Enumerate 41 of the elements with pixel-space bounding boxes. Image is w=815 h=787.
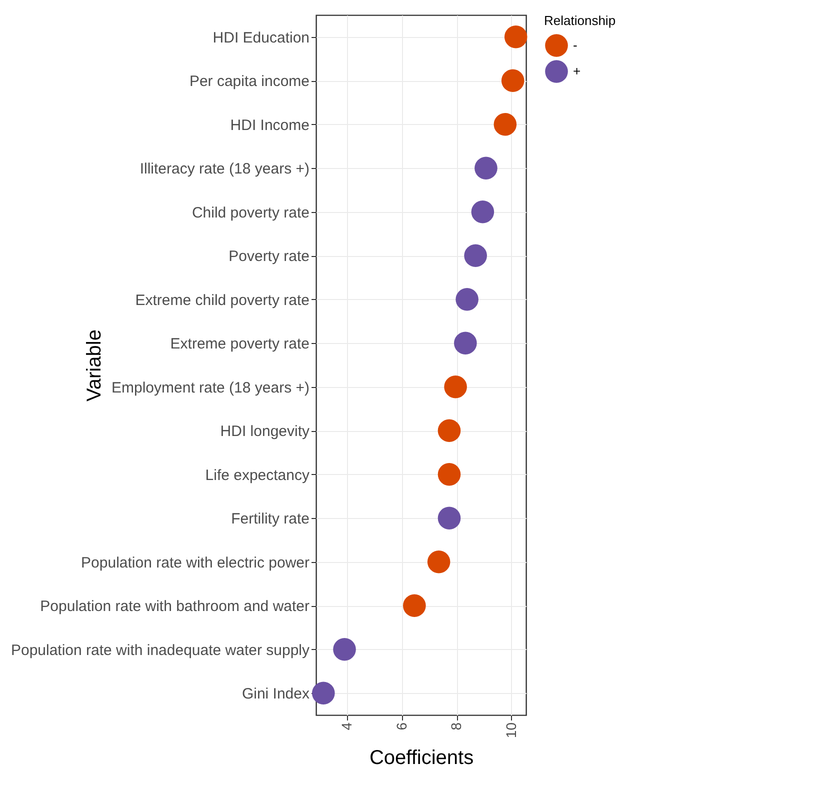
- point: [454, 332, 477, 355]
- point: [456, 288, 478, 311]
- y-tick-label: Population rate with bathroom and water: [40, 598, 310, 616]
- point: [438, 506, 461, 530]
- x-axis-title: Coefficients: [369, 747, 474, 770]
- legend-label: +: [573, 64, 581, 78]
- y-tick-label: Population rate with electric power: [81, 554, 310, 572]
- point: [494, 112, 517, 136]
- point: [474, 156, 498, 180]
- y-tick-label: Employment rate (18 years +): [112, 379, 310, 396]
- point: [501, 69, 524, 92]
- y-tick-label: HDI Education: [212, 29, 310, 46]
- y-tick-label: Gini Index: [242, 686, 310, 703]
- x-tick-label: 8: [448, 722, 464, 730]
- y-tick-label: Poverty rate: [228, 248, 310, 266]
- point: [427, 550, 450, 574]
- legend-label: -: [573, 38, 578, 52]
- point: [504, 25, 528, 48]
- point: [333, 638, 356, 661]
- y-tick-label: HDI Income: [230, 116, 310, 134]
- y-tick-label: Fertility rate: [231, 510, 310, 528]
- y-tick-label: HDI longevity: [220, 423, 310, 440]
- point: [312, 682, 335, 705]
- point: [471, 200, 494, 224]
- y-axis-title: Variable: [84, 330, 106, 402]
- x-tick-label: 4: [338, 722, 354, 730]
- point: [438, 419, 461, 442]
- point: [403, 594, 426, 618]
- y-tick-label: Per capita income: [189, 73, 310, 90]
- y-tick-label: Illiteracy rate (18 years +): [140, 160, 310, 178]
- point: [444, 375, 467, 398]
- y-tick-label: Life expectancy: [205, 466, 310, 484]
- y-tick-label: Extreme poverty rate: [170, 336, 310, 353]
- point: [464, 244, 487, 268]
- legend-title: Relationship: [544, 13, 616, 28]
- point: [438, 462, 461, 486]
- y-tick-label: Extreme child poverty rate: [135, 292, 310, 309]
- x-tick-label: 6: [393, 722, 410, 730]
- x-tick-label: 10: [502, 722, 519, 738]
- y-tick-label: Population rate with inadequate water supply: [10, 642, 310, 659]
- y-tick-label: Child poverty rate: [192, 204, 310, 222]
